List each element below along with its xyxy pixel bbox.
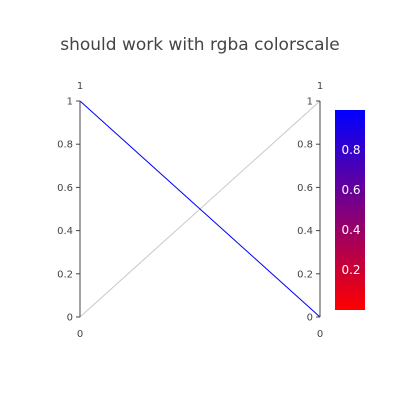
axis-0[interactable]: 0 0.2 0.4 0.6 0.8 11 0 xyxy=(57,81,83,340)
colorbar[interactable]: 0.2 0.4 0.6 0.8 xyxy=(335,110,365,310)
colorbar-gradient xyxy=(335,110,365,310)
axis-range-max-label: 1 xyxy=(317,81,323,92)
axis-tick-label: 1 xyxy=(67,97,73,108)
axis-tick-label: 0.6 xyxy=(297,183,313,194)
axis-1[interactable]: 0 0.2 0.4 0.6 0.8 11 0 xyxy=(297,81,323,340)
data-line-1 xyxy=(79,100,321,318)
axis-tick-label: 0 xyxy=(67,313,73,324)
axis-tick-label: 0.4 xyxy=(57,226,73,237)
axis-tick-label: 0.2 xyxy=(297,269,313,280)
axis-tick-label: 0.2 xyxy=(57,269,73,280)
axis-tick-label: 0.6 xyxy=(57,183,73,194)
axis-tick-label: 0 xyxy=(307,313,313,324)
chart-title: should work with rgba colorscale xyxy=(60,35,340,55)
colorbar-tick-label: 0.8 xyxy=(341,143,360,157)
axis-tick-label: 0.8 xyxy=(57,140,73,151)
axis-tick-label: 1 xyxy=(307,97,313,108)
colorbar-tick-label: 0.2 xyxy=(341,263,360,277)
axis-tick-label: 0.4 xyxy=(297,226,313,237)
colorbar-tick-label: 0.4 xyxy=(341,223,360,237)
colorbar-tick-label: 0.6 xyxy=(341,183,360,197)
axis-range-min-label: 0 xyxy=(317,329,323,340)
axis-range-min-label: 0 xyxy=(77,329,83,340)
axis-tick-label: 0.8 xyxy=(297,140,313,151)
data-lines xyxy=(79,100,321,318)
axis-range-max-label: 1 xyxy=(77,81,83,92)
